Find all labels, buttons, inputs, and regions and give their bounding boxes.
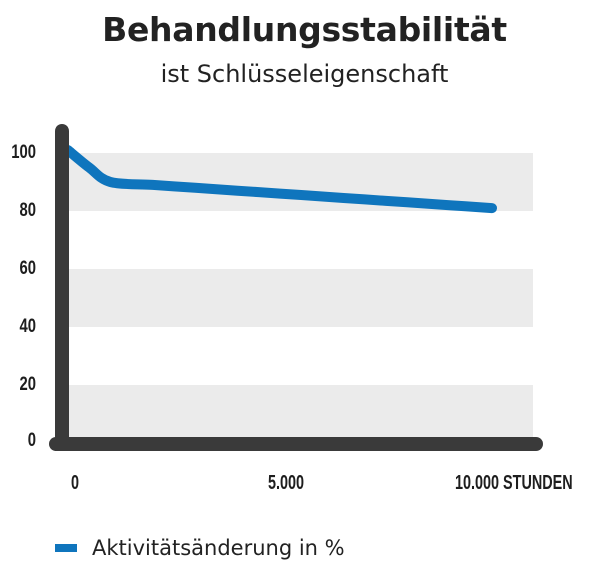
chart-subtitle: ist Schlüsseleigenschaft <box>160 60 449 88</box>
legend-label: Aktivitätsänderung in % <box>92 536 345 560</box>
band-40-60 <box>69 269 533 327</box>
y-tick-0: 0 <box>27 430 36 451</box>
y-tick-80: 80 <box>19 200 36 221</box>
x-tick-5000: 5.000 <box>268 472 305 494</box>
legend: Aktivitätsänderung in % <box>55 536 345 560</box>
legend-swatch-icon <box>55 544 77 552</box>
band-0-20 <box>69 385 533 443</box>
axes <box>49 124 543 451</box>
background-bands <box>69 153 533 443</box>
y-tick-60: 60 <box>19 258 36 279</box>
y-tick-100: 100 <box>11 142 36 163</box>
x-tick-10000: 10.000 STUNDEN <box>455 472 573 494</box>
series-line-aktivitaetsaenderung <box>63 145 497 214</box>
axis-corner <box>55 437 69 451</box>
chart-title: Behandlungsstabilität <box>102 10 507 49</box>
y-tick-20: 20 <box>19 374 36 395</box>
x-tick-0: 0 <box>71 472 80 494</box>
y-tick-40: 40 <box>19 316 36 337</box>
